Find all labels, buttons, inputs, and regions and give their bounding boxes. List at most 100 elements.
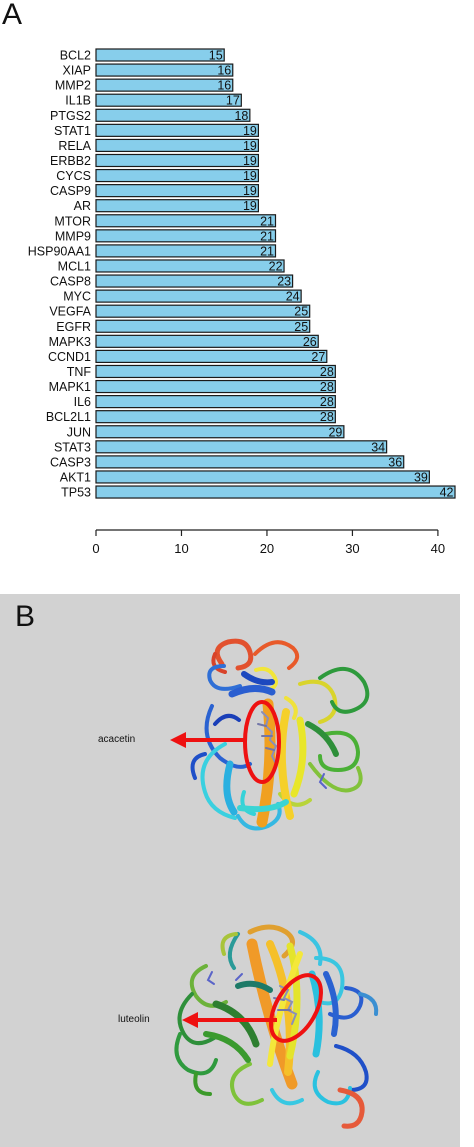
bar-chart: BCL2 15 XIAP 16 MMP2 16 IL1B 17 PTGS2 18 STAT1 19 RE…	[28, 48, 456, 556]
value-label: 19	[243, 154, 257, 168]
category-label: XIAP	[63, 64, 92, 78]
bar-casp9	[95, 184, 260, 198]
value-label: 16	[217, 64, 231, 78]
value-label: 21	[260, 244, 274, 258]
protein-structure-luteolin	[174, 924, 379, 1129]
bar-vegfa	[95, 304, 311, 318]
bar-casp3	[95, 455, 405, 469]
category-label: CASP3	[50, 455, 91, 469]
category-label: EGFR	[56, 320, 91, 334]
value-label: 28	[320, 410, 334, 424]
category-label: IL1B	[65, 94, 91, 108]
value-label: 28	[320, 395, 334, 409]
category-label: MYC	[63, 290, 91, 304]
bar-ar	[95, 199, 260, 213]
value-label: 27	[311, 350, 325, 364]
category-label: CASP9	[50, 184, 91, 198]
value-label: 19	[243, 139, 257, 153]
bar-rela	[95, 138, 260, 153]
bar-il6	[95, 395, 336, 409]
bars-layer: BCL2 15 XIAP 16 MMP2 16 IL1B 17 PTGS2 18 STAT1 19 RE…	[28, 48, 456, 500]
category-label: IL6	[74, 395, 91, 409]
bar-tp53	[95, 485, 456, 499]
x-tick-label: 20	[260, 541, 274, 556]
bar-casp8	[95, 274, 294, 288]
category-label: MMP9	[55, 229, 91, 243]
ligand-label-acacetin: acacetin	[98, 734, 136, 745]
x-tick-label: 30	[345, 541, 359, 556]
bar-erbb2	[95, 153, 260, 168]
value-label: 19	[243, 124, 257, 138]
value-label: 23	[277, 275, 291, 289]
category-label: MCL1	[58, 259, 91, 273]
bar-hsp90aa1	[95, 244, 277, 258]
category-label: STAT1	[54, 124, 91, 138]
value-label: 34	[371, 440, 385, 454]
category-label: MTOR	[54, 214, 91, 228]
bar-myc	[95, 289, 302, 303]
category-label: STAT3	[54, 440, 91, 454]
value-label: 25	[294, 305, 308, 319]
category-label: MAPK3	[49, 335, 91, 349]
category-label: JUN	[67, 425, 91, 439]
value-label: 36	[388, 455, 402, 469]
value-label: 21	[260, 214, 274, 228]
value-label: 18	[234, 109, 248, 123]
category-label: CCND1	[48, 350, 91, 364]
bar-mapk1	[95, 379, 336, 394]
category-label: TP53	[61, 486, 91, 500]
arrow-head-luteolin	[182, 1012, 198, 1028]
bar-bcl2l1	[95, 410, 336, 424]
category-label: AKT1	[60, 470, 91, 484]
category-label: BCL2	[60, 49, 91, 63]
value-label: 17	[226, 94, 240, 108]
category-label: BCL2L1	[46, 410, 91, 424]
category-label: HSP90AA1	[28, 244, 91, 258]
bar-cycs	[95, 168, 260, 183]
value-label: 19	[243, 169, 257, 183]
panel-a: A BCL2 15 XIAP 16 MMP2 16 IL1B 17 PTGS2 18 STAT1 19…	[2, 0, 456, 556]
category-label: MAPK1	[49, 380, 91, 394]
bar-egfr	[95, 319, 311, 333]
docking-figure	[170, 638, 379, 1129]
protein-structure-acacetin	[190, 638, 370, 831]
binding-site-ellipse-luteolin	[269, 973, 323, 1043]
bar-stat3	[95, 440, 388, 454]
value-label: 28	[320, 365, 334, 379]
panel-b: B	[0, 594, 460, 1147]
category-label: AR	[74, 199, 91, 213]
panel-a-label: A	[2, 0, 23, 31]
bar-stat1	[95, 123, 260, 137]
arrow-head-acacetin	[170, 732, 186, 748]
value-label: 22	[269, 259, 283, 273]
bar-jun	[95, 425, 345, 439]
x-tick-label: 10	[174, 541, 188, 556]
value-label: 15	[209, 49, 223, 63]
x-tick-label: 40	[431, 541, 445, 556]
bar-mcl1	[95, 259, 285, 273]
value-label: 19	[243, 184, 257, 198]
value-label: 25	[294, 320, 308, 334]
bar-ccnd1	[95, 349, 328, 363]
value-label: 19	[243, 199, 257, 213]
category-label: MMP2	[55, 79, 91, 93]
value-label: 28	[320, 380, 334, 394]
category-label: RELA	[58, 139, 91, 153]
bar-mtor	[95, 214, 277, 228]
category-label: ERBB2	[50, 154, 91, 168]
bar-tnf	[95, 364, 336, 379]
value-label: 39	[414, 470, 428, 484]
value-label: 16	[217, 79, 231, 93]
bar-xiap	[95, 63, 234, 77]
x-tick-label: 0	[92, 541, 99, 556]
bar-bcl2	[95, 48, 225, 62]
bar-mmp2	[95, 78, 234, 92]
bar-il1b	[95, 93, 242, 107]
value-label: 21	[260, 229, 274, 243]
category-label: VEGFA	[49, 305, 91, 319]
ligand-label-luteolin: luteolin	[118, 1014, 150, 1025]
bar-ptgs2	[95, 108, 251, 122]
category-label: CASP8	[50, 275, 91, 289]
category-label: CYCS	[56, 169, 91, 183]
value-label: 26	[303, 335, 317, 349]
